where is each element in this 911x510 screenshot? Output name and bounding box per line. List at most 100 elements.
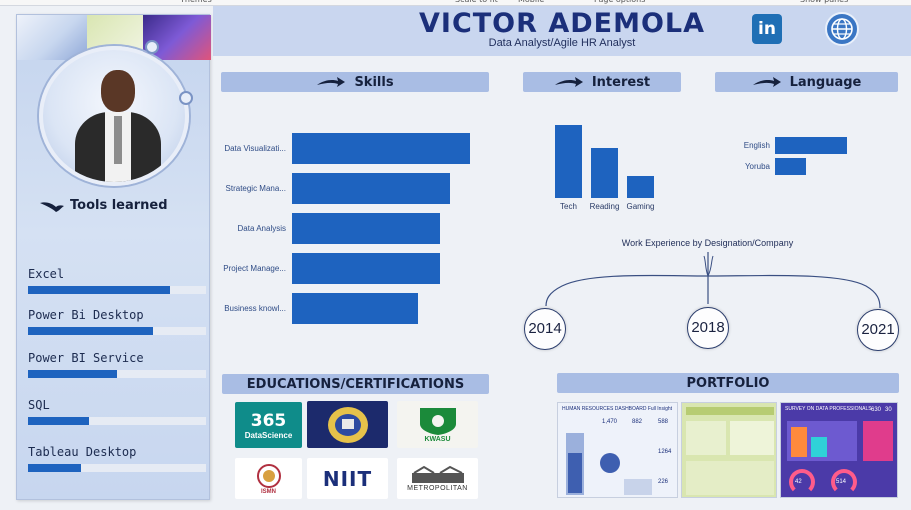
logo-metropolitan: METROPOLITAN xyxy=(397,458,478,499)
tool-level-track xyxy=(28,327,206,335)
tool-item-sql: SQL xyxy=(28,398,206,425)
year-node-2021[interactable]: 2021 xyxy=(857,309,899,351)
profile-sidebar: Tools learned Excel Power Bi Desktop Pow… xyxy=(16,14,211,500)
language-bar[interactable] xyxy=(775,137,847,154)
tool-item-power-bi-desktop: Power Bi Desktop xyxy=(28,308,206,335)
tool-level-fill xyxy=(28,286,171,294)
toolbar-item[interactable]: Show panes xyxy=(800,0,848,4)
profile-photo xyxy=(39,46,189,186)
logo-text: ISMN xyxy=(261,488,276,495)
skill-bar[interactable] xyxy=(292,133,470,164)
portfolio-header: PORTFOLIO xyxy=(557,373,899,393)
interest-label: Tech xyxy=(560,202,577,211)
logo-text: 365 xyxy=(250,410,287,431)
interest-title: Interest xyxy=(591,74,651,90)
logo-university-seal xyxy=(307,401,388,448)
interest-label: Gaming xyxy=(626,202,655,211)
tool-level-track xyxy=(28,370,206,378)
portfolio-kpi: 1264 xyxy=(658,449,672,455)
portfolio-thumbnail-title: SURVEY ON DATA PROFESSIONALS xyxy=(785,406,872,412)
tools-learned-heading: Tools learned xyxy=(39,198,168,213)
arrow-icon xyxy=(554,77,583,87)
tool-level-fill xyxy=(28,327,153,335)
toolbar-item[interactable]: Themes xyxy=(180,0,212,4)
tool-level-track xyxy=(28,286,206,294)
thumbnail-image xyxy=(17,15,87,60)
tool-level-fill xyxy=(28,464,82,472)
portfolio-kpi: 882 xyxy=(632,419,643,425)
language-bar[interactable] xyxy=(775,158,806,175)
portfolio-kpi: 588 xyxy=(658,419,669,425)
portfolio-thumbnail-title: HUMAN RESOURCES DASHBOARD Full Insight xyxy=(562,406,673,412)
skill-bar[interactable] xyxy=(292,253,440,284)
portfolio-kpi: 630 xyxy=(871,407,882,413)
education-header: EDUCATIONS/CERTIFICATIONS xyxy=(222,374,489,394)
skills-header: Skills xyxy=(221,72,489,92)
toolbar-item[interactable]: Scale to fit xyxy=(455,0,498,4)
photo-frame-knob xyxy=(145,40,159,54)
profile-title: Data Analyst/Agile HR Analyst xyxy=(488,37,636,49)
logo-text: NIIT xyxy=(322,466,373,491)
work-experience-title: Work Experience by Designation/Company xyxy=(621,238,794,248)
profile-name: VICTOR ADEMOLA xyxy=(419,8,705,39)
portfolio-thumbnail-hr-dashboard[interactable]: HUMAN RESOURCES DASHBOARD Full Insight 1… xyxy=(557,402,678,498)
language-label: English xyxy=(743,141,770,150)
skill-label: Project Manage... xyxy=(223,264,286,273)
skill-label: Data Visualizati... xyxy=(224,144,286,153)
tool-label: SQL xyxy=(28,398,50,412)
skill-bar[interactable] xyxy=(292,213,440,244)
tool-label: Power BI Service xyxy=(28,351,144,365)
interest-bar[interactable] xyxy=(627,176,654,198)
toolbar-item[interactable]: Page options xyxy=(594,0,645,4)
interest-bar[interactable] xyxy=(555,125,582,198)
logo-text: DataScience xyxy=(244,430,293,440)
work-experience-connectors xyxy=(545,252,881,309)
tool-level-fill xyxy=(28,370,117,378)
skill-bar[interactable] xyxy=(292,173,451,204)
photo-frame-knob xyxy=(179,91,193,105)
language-label: Yoruba xyxy=(744,162,770,171)
portfolio-thumbnail-green-dashboard[interactable] xyxy=(681,402,777,498)
toolbar-item[interactable]: Mobile xyxy=(518,0,544,4)
year-node-2014[interactable]: 2014 xyxy=(524,308,566,350)
logo-365-datascience: 365 DataScience xyxy=(235,402,302,448)
portfolio-thumbnail-survey[interactable]: SURVEY ON DATA PROFESSIONALS 630 30 42 5… xyxy=(780,402,898,498)
education-title: EDUCATIONS/CERTIFICATIONS xyxy=(246,376,465,392)
tool-level-track xyxy=(28,464,206,472)
language-title: Language xyxy=(789,74,862,90)
skill-bar[interactable] xyxy=(292,293,419,324)
interest-bar[interactable] xyxy=(591,147,618,198)
interest-label: Reading xyxy=(589,202,620,211)
portfolio-kpi: 1,470 xyxy=(602,419,618,425)
portfolio-kpi: 30 xyxy=(885,407,892,413)
skill-label: Business knowl... xyxy=(224,304,286,313)
tool-item-excel: Excel xyxy=(28,267,206,294)
arrow-icon xyxy=(317,77,346,87)
tool-item-power-bi-service: Power BI Service xyxy=(28,351,206,378)
portfolio-kpi: 226 xyxy=(658,479,669,485)
interest-header: Interest xyxy=(523,72,681,92)
tool-label: Power Bi Desktop xyxy=(28,308,144,322)
logo-ismn: ISMN xyxy=(235,458,302,499)
skill-label: Data Analysis xyxy=(237,224,286,233)
bird-icon xyxy=(40,201,64,212)
header-banner: VICTOR ADEMOLA Data Analyst/Agile HR Ana… xyxy=(213,6,911,56)
portfolio-title: PORTFOLIO xyxy=(686,375,770,391)
logo-niit: NIIT xyxy=(307,458,388,499)
logo-kwasu: KWASU xyxy=(397,401,478,448)
year-node-2018[interactable]: 2018 xyxy=(687,307,729,349)
globe-icon[interactable] xyxy=(825,12,859,46)
arrow-icon xyxy=(752,77,781,87)
tool-level-fill xyxy=(28,417,89,425)
tool-item-tableau-desktop: Tableau Desktop xyxy=(28,445,206,472)
portfolio-kpi: 42 xyxy=(795,479,802,485)
linkedin-icon[interactable]: in xyxy=(752,14,782,44)
tools-learned-title: Tools learned xyxy=(70,198,168,213)
tool-label: Tableau Desktop xyxy=(28,445,137,459)
logo-text: KWASU xyxy=(424,436,451,443)
logo-text: METROPOLITAN xyxy=(407,485,468,492)
language-header: Language xyxy=(715,72,898,92)
portfolio-kpi: 514 xyxy=(836,479,847,485)
top-toolbar-strip: Themes Scale to fit Mobile Page options … xyxy=(0,0,911,6)
skill-label: Strategic Mana... xyxy=(225,184,286,193)
